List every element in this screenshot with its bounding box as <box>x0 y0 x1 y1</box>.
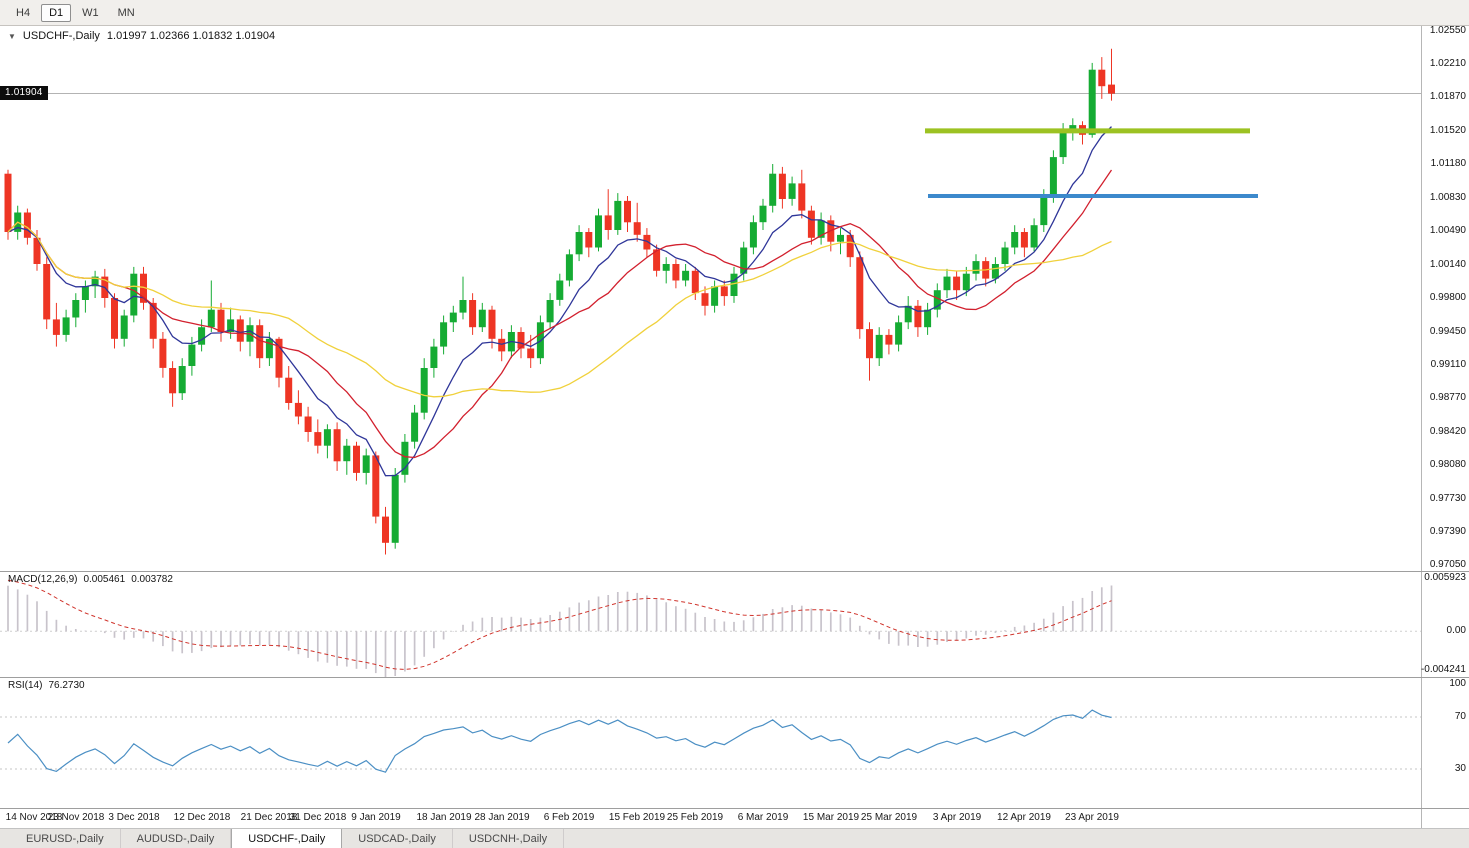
macd-axis-label: 0.005923 <box>1424 572 1466 583</box>
price-axis-label: 1.02550 <box>1429 25 1466 36</box>
macd-chart-svg[interactable] <box>0 572 1421 677</box>
timeframe-button-mn[interactable]: MN <box>117 6 135 19</box>
time-axis-label: 15 Mar 2019 <box>802 812 860 823</box>
macd-label: MACD(12,26,9) 0.005461 0.003782 <box>8 574 173 585</box>
rsi-chart-svg[interactable] <box>0 678 1421 808</box>
time-axis-label: 3 Apr 2019 <box>932 812 982 823</box>
macd-axis: 0.005923 0.00 -0.004241 <box>1421 572 1469 677</box>
macd-main-value: 0.005461 <box>83 574 126 585</box>
price-axis-label: 1.00140 <box>1429 259 1466 270</box>
ma-mid-line[interactable] <box>7 169 1113 459</box>
time-axis-label: 21 Dec 2018 <box>240 812 298 823</box>
macd-axis-label: -0.004241 <box>1420 664 1466 675</box>
macd-signal-value: 0.003782 <box>131 574 173 585</box>
chart-tab-usdcnh[interactable]: USDCNH-,Daily <box>453 829 565 848</box>
time-axis-label: 12 Apr 2019 <box>997 812 1051 823</box>
price-axis-label: 1.01520 <box>1429 125 1466 136</box>
time-axis[interactable]: 14 Nov 2018 23 Nov 2018 3 Dec 2018 12 Dec 2… <box>0 809 1421 828</box>
chart-title: ▼ USDCHF-,Daily 1.01997 1.02366 1.01832 … <box>8 30 275 42</box>
timeframe-button-d1[interactable]: D1 <box>41 3 72 22</box>
price-axis-label: 0.98080 <box>1429 459 1466 470</box>
timeframe-toolbar: H4 D1 W1 MN <box>0 0 1469 26</box>
price-axis-label: 0.97390 <box>1429 526 1466 537</box>
time-axis-label: 12 Dec 2018 <box>173 812 231 823</box>
rsi-axis-label: 100 <box>1449 678 1466 689</box>
price-axis-label: 0.97730 <box>1429 493 1466 504</box>
time-axis-label: 25 Mar 2019 <box>860 812 918 823</box>
candlestick-series[interactable] <box>4 48 1116 555</box>
rsi-axis-label: 70 <box>1454 711 1466 722</box>
main-chart-panel: ▼ USDCHF-,Daily 1.01997 1.02366 1.01832 … <box>0 25 1469 571</box>
price-axis-label: 0.98770 <box>1429 392 1466 403</box>
macd-name: MACD(12,26,9) <box>8 574 78 585</box>
macd-signal-line <box>7 579 1112 670</box>
chart-tab-usdchf[interactable]: USDCHF-,Daily <box>231 829 343 848</box>
candlestick-chart-svg[interactable] <box>0 26 1421 571</box>
time-axis-label: 9 Jan 2019 <box>351 812 401 823</box>
time-axis-label: 6 Mar 2019 <box>737 812 789 823</box>
price-axis[interactable]: 1.02550 1.02210 1.01870 1.01520 1.01180 1.008… <box>1421 25 1469 571</box>
price-axis-label: 1.01180 <box>1430 158 1466 169</box>
rsi-axis: 100 70 30 <box>1421 678 1469 808</box>
rsi-plot[interactable]: RSI(14) 76.2730 <box>0 678 1421 808</box>
chart-tab-audusd[interactable]: AUDUSD-,Daily <box>121 829 232 848</box>
macd-plot[interactable]: MACD(12,26,9) 0.005461 0.003782 <box>0 572 1421 677</box>
chart-tabs-bar: EURUSD-,Daily AUDUSD-,Daily USDCHF-,Daily U… <box>0 828 1469 848</box>
rsi-axis-label: 30 <box>1454 763 1466 774</box>
collapse-chart-icon[interactable]: ▼ <box>8 31 16 41</box>
price-axis-label: 1.00830 <box>1429 192 1466 203</box>
price-axis-label: 0.99800 <box>1429 292 1466 303</box>
price-axis-label: 0.99110 <box>1430 359 1466 370</box>
time-axis-label: 15 Feb 2019 <box>608 812 666 823</box>
macd-axis-label: 0.00 <box>1446 625 1466 636</box>
time-axis-label: 31 Dec 2018 <box>289 812 347 823</box>
chart-symbol-label: USDCHF-,Daily <box>22 30 100 42</box>
chart-tab-usdcad[interactable]: USDCAD-,Daily <box>342 829 453 848</box>
price-axis-label: 0.99450 <box>1429 326 1466 337</box>
price-axis-label: 1.01870 <box>1429 91 1466 102</box>
price-axis-label: 1.02210 <box>1429 58 1466 69</box>
macd-histogram <box>7 585 1113 677</box>
time-axis-label: 25 Feb 2019 <box>666 812 724 823</box>
time-axis-label: 23 Nov 2018 <box>47 812 105 823</box>
time-axis-label: 23 Apr 2019 <box>1065 812 1119 823</box>
macd-panel: MACD(12,26,9) 0.005461 0.003782 0.005923… <box>0 571 1469 677</box>
axis-corner <box>1421 809 1469 828</box>
rsi-line <box>7 709 1112 773</box>
chart-ohlc-values: 1.01997 1.02366 1.01832 1.01904 <box>106 30 276 42</box>
price-axis-label: 1.00490 <box>1429 225 1466 236</box>
rsi-name: RSI(14) <box>8 680 43 691</box>
time-axis-label: 18 Jan 2019 <box>416 812 472 823</box>
rsi-label: RSI(14) 76.2730 <box>8 680 85 691</box>
time-axis-row: 14 Nov 2018 23 Nov 2018 3 Dec 2018 12 Dec 2… <box>0 808 1469 828</box>
time-axis-label: 28 Jan 2019 <box>474 812 530 823</box>
current-price-tag: 1.01904 <box>0 86 48 100</box>
ma-slow-line[interactable] <box>7 221 1112 398</box>
time-axis-label: 3 Dec 2018 <box>108 812 160 823</box>
main-chart-plot[interactable]: ▼ USDCHF-,Daily 1.01997 1.02366 1.01832 … <box>0 26 1421 571</box>
time-axis-label: 6 Feb 2019 <box>543 812 595 823</box>
time-axis-label: 14 Nov 2018 <box>5 812 63 823</box>
price-axis-label: 0.97050 <box>1429 559 1466 570</box>
timeframe-button-h4[interactable]: H4 <box>16 6 31 19</box>
timeframe-button-w1[interactable]: W1 <box>82 6 99 19</box>
rsi-value: 76.2730 <box>48 680 85 691</box>
price-axis-label: 0.98420 <box>1429 426 1466 437</box>
chart-tab-eurusd[interactable]: EURUSD-,Daily <box>10 829 121 848</box>
rsi-panel: RSI(14) 76.2730 100 70 30 <box>0 677 1469 808</box>
ma-fast-line[interactable] <box>7 126 1112 477</box>
